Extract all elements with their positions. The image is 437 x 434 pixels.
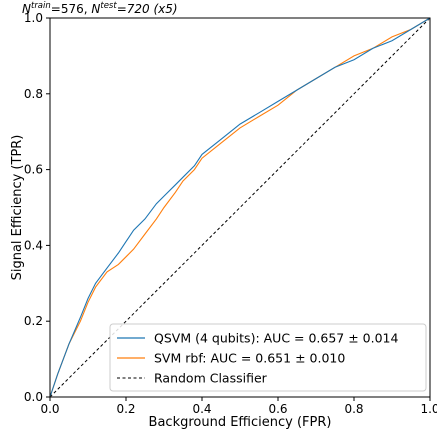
chart-title: Ntrain=576, Ntest=720 (x5): [22, 1, 178, 16]
y-tick-label: 0.6: [24, 163, 43, 177]
y-tick-label: 0.0: [24, 390, 43, 404]
title-n-test-sup: test: [100, 1, 117, 11]
x-axis-label: Background Efficiency (FPR): [149, 415, 332, 430]
legend-label-0: QSVM (4 qubits): AUC = 0.657 ± 0.014: [154, 331, 399, 346]
plot-frame: [49, 17, 431, 398]
x-tick-label: 0.0: [40, 402, 59, 416]
title-n-test-value: =720 (x5): [117, 2, 178, 16]
ticks-layer: 0.0 0.2 0.4 0.6 0.8 1.0 0.0 0.2 0.4 0.6 0.8 1.0: [24, 11, 437, 416]
title-n-train-sup: train: [31, 1, 51, 11]
x-tick-label: 0.6: [268, 402, 287, 416]
x-tick-label: 1.0: [420, 402, 437, 416]
y-tick-label: 0.8: [24, 87, 43, 101]
legend-label-2: Random Classifier: [154, 371, 268, 386]
x-tick-label: 0.8: [344, 402, 363, 416]
legend: QSVM (4 qubits): AUC = 0.657 ± 0.014 SVM …: [109, 323, 427, 392]
title-n-test: N: [91, 2, 100, 16]
legend-label-1: SVM rbf: AUC = 0.651 ± 0.010: [154, 351, 345, 366]
title-n-train: N: [22, 2, 31, 16]
legend-box: [109, 323, 427, 392]
series-line-1: [49, 17, 431, 398]
title-n-train-value: =576,: [51, 2, 92, 16]
series-line-0: [49, 17, 431, 398]
y-tick-label: 0.2: [24, 314, 43, 328]
x-tick-label: 0.2: [116, 402, 135, 416]
x-tick-label: 0.4: [192, 402, 211, 416]
y-tick-label: 0.4: [24, 238, 43, 252]
y-tick-label: 1.0: [24, 11, 43, 25]
y-axis-label: Signal Efficiency (TPR): [10, 135, 25, 281]
